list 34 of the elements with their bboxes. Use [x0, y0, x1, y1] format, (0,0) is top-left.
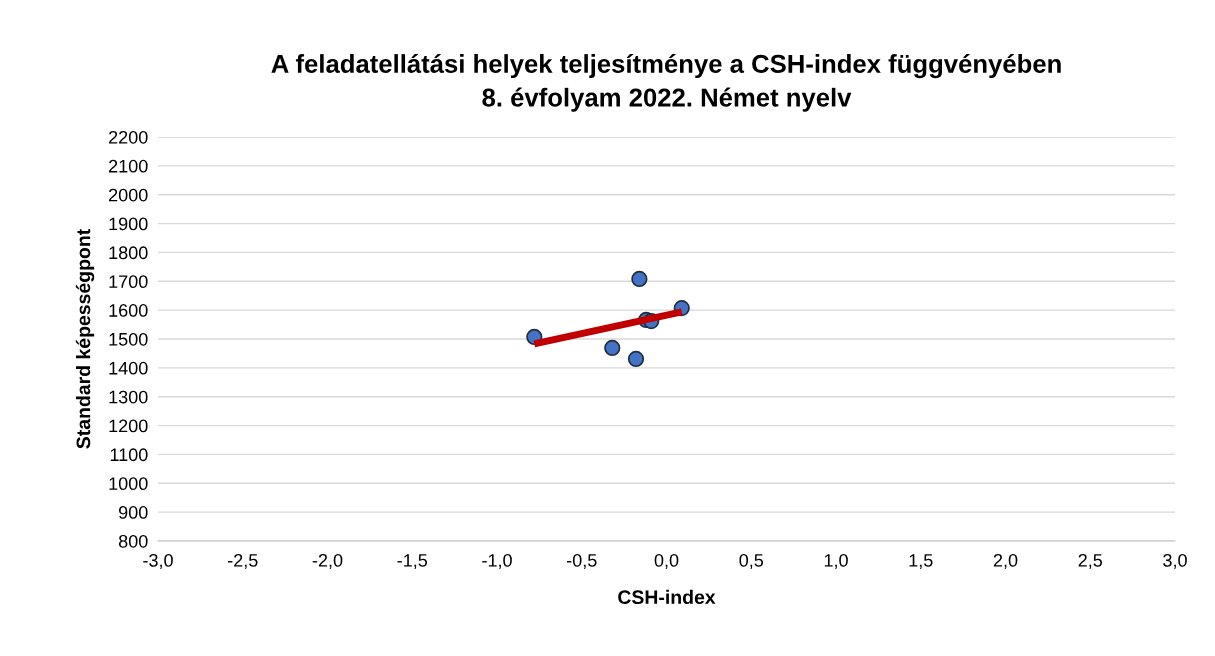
y-tick-label: 2100 — [109, 159, 148, 173]
x-tick-label: 2,5 — [1078, 553, 1103, 569]
chart-title: A feladatellátási helyek teljesítménye a CSH-index függvényében 8. évfolyam 2022. Német nyelv — [271, 53, 1061, 112]
x-tick-label: 0,0 — [654, 553, 679, 569]
y-tick-label: 1900 — [109, 217, 148, 231]
x-axis-title: CSH-index — [618, 589, 716, 605]
point — [627, 350, 645, 368]
y-tick-label: 1500 — [109, 332, 148, 346]
y-axis-title: Standard képességpont — [75, 229, 95, 449]
x-tick-label: -0,5 — [567, 553, 597, 569]
y-tick-label: 2200 — [109, 130, 148, 144]
y-tick-label: 800 — [118, 534, 148, 548]
x-tick-label: -3,0 — [143, 553, 173, 569]
y-tick-label: 1300 — [109, 390, 148, 404]
x-tick-label: 1,5 — [909, 554, 933, 569]
x-tick-label: 1,0 — [824, 553, 848, 569]
y-tick-label: 900 — [119, 506, 148, 519]
x-tick-label: -1,0 — [482, 553, 512, 569]
x-tick-label: -2,5 — [228, 553, 258, 569]
y-tick-label: 1400 — [109, 361, 148, 375]
y-tick-label: 1100 — [110, 448, 148, 462]
y-tick-label: 1600 — [109, 304, 148, 317]
point — [631, 270, 648, 288]
y-tick-label: 1000 — [109, 477, 148, 491]
x-tick-label: -1,5 — [397, 554, 428, 569]
x-tick-label: -2,0 — [312, 553, 343, 569]
y-tick-label: 1200 — [109, 419, 148, 433]
y-tick-label: 2000 — [109, 188, 148, 202]
y-tick-label: 1800 — [109, 246, 148, 260]
x-tick-label: 3,0 — [1163, 553, 1187, 569]
point — [604, 339, 621, 357]
y-tick-label: 1700 — [109, 275, 148, 289]
x-tick-label: 0,5 — [739, 553, 764, 569]
x-tick-label: 2,0 — [993, 553, 1018, 569]
